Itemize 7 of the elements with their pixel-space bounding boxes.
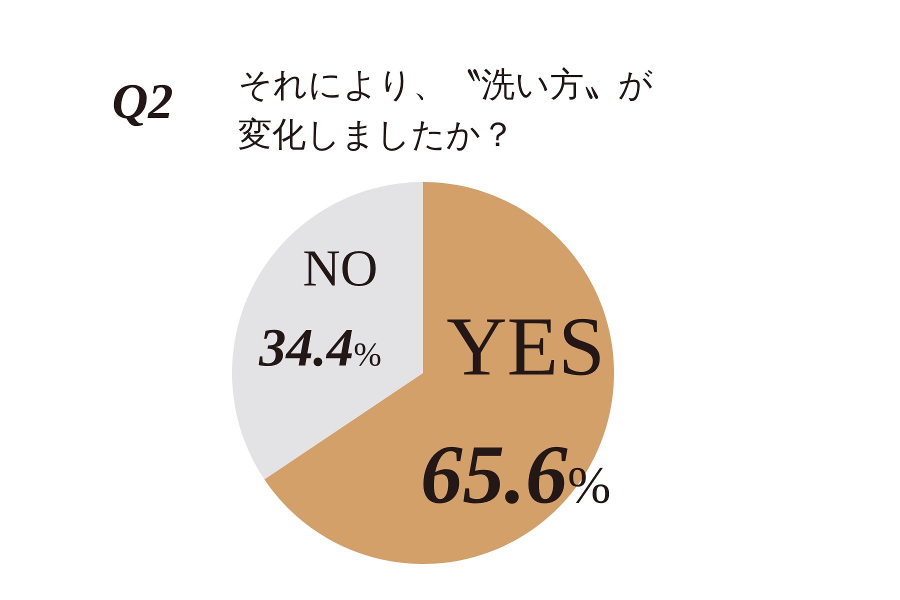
chart-title: Q2: [112, 72, 174, 130]
slice-label: YES: [446, 300, 606, 394]
slice-label: NO: [302, 240, 378, 298]
data-label: 34.4%: [258, 318, 382, 378]
pie-slice: [232, 182, 423, 480]
data-label: 65.6%: [420, 428, 611, 522]
chart-subtitle: それにより、〝洗い方〟が変化しましたか？: [238, 64, 653, 157]
